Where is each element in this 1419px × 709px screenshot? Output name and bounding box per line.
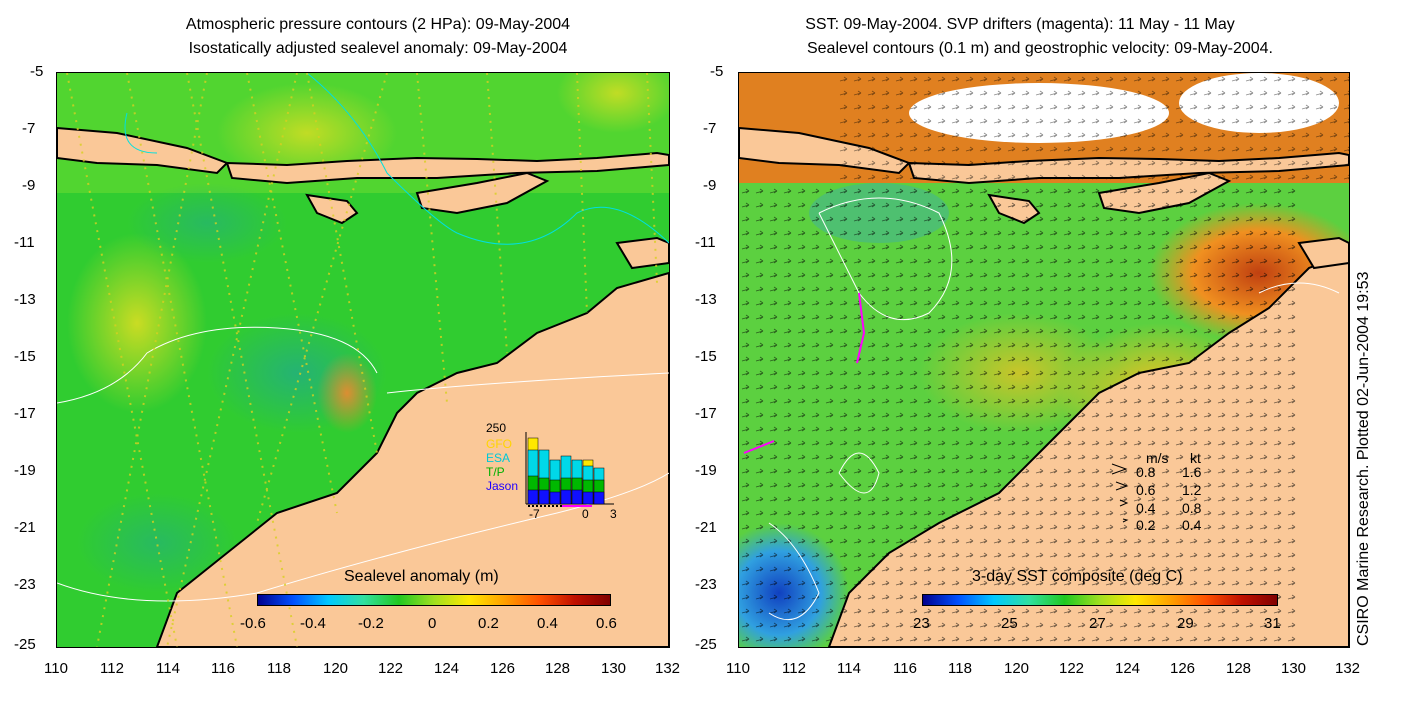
left-cb-tick: -0.4: [300, 615, 326, 632]
left-cb-tick: 0.2: [478, 615, 499, 632]
right-y-tick: -17: [695, 405, 717, 422]
right-x-tick: 132: [1335, 660, 1361, 677]
right-x-tick: 116: [893, 660, 917, 677]
velocity-legend: m/s kt 0.8 1.6 0.6 1.2 0.4 0.8 0.2 0.4: [1110, 450, 1230, 540]
right-title-line2: Sealevel contours (0.1 m) and geostrophi…: [806, 40, 1273, 57]
right-x-tick: 120: [1004, 660, 1030, 677]
legend-row-ms: 0.4: [1136, 500, 1156, 516]
left-cb-tick: 0.4: [537, 615, 558, 632]
inset-ymax: 250: [486, 421, 507, 435]
left-y-tick: -15: [14, 348, 36, 365]
legend-header-kt: kt: [1190, 450, 1201, 466]
right-cb-tick: 29: [1177, 615, 1194, 632]
right-cb-tick: 23: [913, 615, 930, 632]
right-y-tick: -11: [695, 234, 716, 251]
left-title-line2: Isostatically adjusted sealevel anomaly:…: [188, 40, 568, 57]
legend-row-kt: 1.6: [1182, 464, 1202, 480]
left-y-tick: -19: [14, 462, 36, 479]
right-cb-tick: 31: [1264, 615, 1281, 632]
left-cb-tick: 0.6: [596, 615, 617, 632]
left-y-tick: -23: [14, 576, 36, 593]
left-x-tick: 116: [211, 660, 235, 677]
right-x-tick: 130: [1281, 660, 1307, 677]
legend-row-kt: 0.4: [1182, 517, 1202, 533]
legend-header-ms: m/s: [1146, 450, 1169, 466]
left-x-tick: 112: [100, 660, 124, 677]
right-colorbar-label: 3-day SST composite (deg C): [972, 568, 1183, 585]
right-x-tick: 124: [1115, 660, 1141, 677]
right-x-tick: 126: [1170, 660, 1196, 677]
right-y-tick: -19: [695, 462, 717, 479]
legend-row-kt: 1.2: [1182, 482, 1202, 498]
right-y-tick: -7: [703, 120, 717, 137]
right-x-tick: 114: [837, 660, 861, 677]
left-map-panel: [56, 72, 670, 648]
right-x-tick: 112: [782, 660, 806, 677]
left-x-tick: 122: [378, 660, 404, 677]
left-y-tick: -5: [30, 63, 44, 80]
left-title-line1: Atmospheric pressure contours (2 HPa): 0…: [185, 16, 571, 33]
left-colorbar-label: Sealevel anomaly (m): [344, 568, 499, 585]
plot-credit: CSIRO Marine Research. Plotted 02-Jun-20…: [1355, 271, 1372, 646]
left-x-tick: 126: [490, 660, 516, 677]
left-y-tick: -11: [14, 234, 35, 251]
left-y-tick: -25: [14, 636, 36, 653]
left-x-tick: 114: [156, 660, 180, 677]
inset-legend-jason: Jason: [486, 479, 519, 493]
inset-xtick-3: 3: [610, 507, 617, 521]
left-colorbar: [257, 594, 611, 606]
left-y-tick: -7: [22, 120, 36, 137]
inset-xtick-0: 0: [582, 507, 589, 521]
right-y-tick: -25: [695, 636, 717, 653]
left-y-tick: -9: [22, 177, 36, 194]
right-y-tick: -5: [710, 63, 724, 80]
left-cb-tick: -0.6: [240, 615, 266, 632]
inset-xtick-minus7: -7: [529, 507, 540, 521]
left-x-tick: 124: [434, 660, 460, 677]
left-cb-tick: 0: [428, 615, 437, 632]
right-y-tick: -13: [695, 291, 717, 308]
legend-row-ms: 0.6: [1136, 482, 1156, 498]
left-y-tick: -21: [14, 519, 36, 536]
legend-row-kt: 0.8: [1182, 500, 1202, 516]
right-x-tick: 122: [1059, 660, 1085, 677]
right-cb-tick: 27: [1089, 615, 1106, 632]
inset-legend-gfo: GFO: [486, 437, 512, 451]
right-map-panel: [738, 72, 1350, 648]
left-x-tick: 128: [545, 660, 571, 677]
left-y-tick: -17: [14, 405, 36, 422]
left-x-tick: 120: [323, 660, 349, 677]
right-y-tick: -23: [695, 576, 717, 593]
right-x-tick: 118: [948, 660, 972, 677]
legend-row-ms: 0.2: [1136, 517, 1156, 533]
legend-row-ms: 0.8: [1136, 464, 1156, 480]
inset-legend-esa: ESA: [486, 451, 511, 465]
left-x-tick: 118: [267, 660, 291, 677]
right-x-tick: 110: [726, 660, 750, 677]
altimeter-inset: 250 GFO ESA T/P Jason -7 0 3: [484, 420, 624, 520]
right-y-tick: -15: [695, 348, 717, 365]
left-x-tick: 110: [44, 660, 68, 677]
right-colorbar: [922, 594, 1278, 606]
left-x-tick: 132: [655, 660, 681, 677]
right-title-line1: SST: 09-May-2004. SVP drifters (magenta)…: [805, 16, 1235, 33]
left-x-tick: 130: [601, 660, 627, 677]
right-x-tick: 128: [1226, 660, 1252, 677]
inset-legend-tp: T/P: [486, 465, 505, 479]
left-y-tick: -13: [14, 291, 36, 308]
right-cb-tick: 25: [1001, 615, 1018, 632]
left-cb-tick: -0.2: [358, 615, 384, 632]
right-y-tick: -9: [703, 177, 717, 194]
right-y-tick: -21: [695, 519, 717, 536]
